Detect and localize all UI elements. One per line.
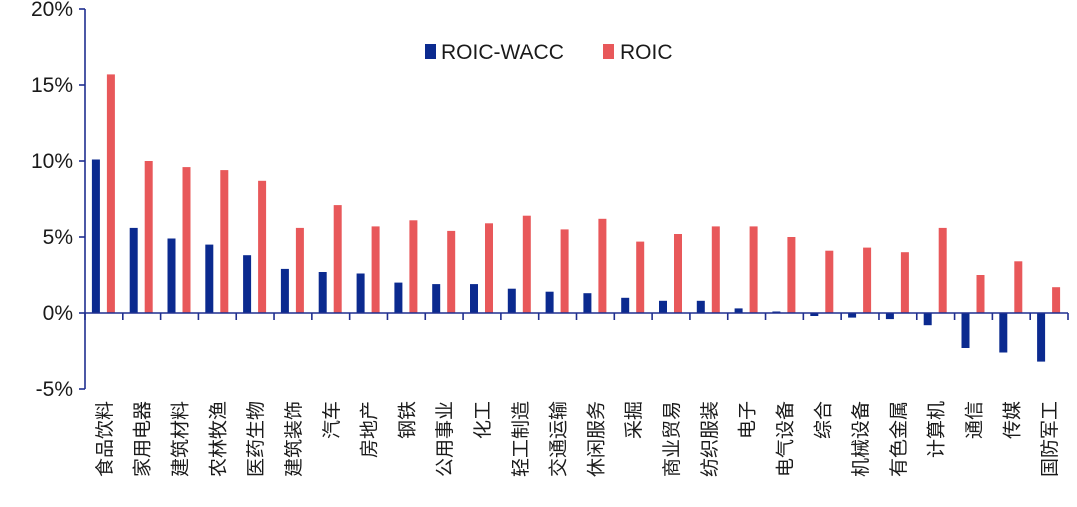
bar-roic-wacc <box>280 268 289 313</box>
bar-roic <box>295 227 304 313</box>
bar-roic-wacc <box>470 284 478 313</box>
bar-roic-wacc <box>696 300 705 313</box>
x-tick-label: 机械设备 <box>850 401 872 477</box>
y-tick-label: 10% <box>31 150 73 173</box>
bars <box>91 74 1061 362</box>
bar-roic <box>447 230 456 313</box>
bar-roic-wacc <box>205 244 214 313</box>
bar-roic <box>598 218 607 313</box>
bar-roic-wacc <box>583 293 592 313</box>
bar-roic <box>749 226 758 313</box>
x-tick-label: 综合 <box>812 401 834 439</box>
x-tick-label: 有色金属 <box>888 401 910 477</box>
x-tick-label: 建筑装饰 <box>283 401 305 477</box>
bar-roic <box>938 227 947 313</box>
bar-roic-wacc <box>1037 313 1046 362</box>
legend-label: ROIC-WACC <box>441 41 564 64</box>
bar-roic <box>1052 287 1061 313</box>
bar-roic <box>220 170 229 313</box>
x-tick-label: 建筑材料 <box>170 401 192 477</box>
x-tick-label: 汽车 <box>321 401 343 439</box>
x-tick-label: 纺织服装 <box>699 401 721 477</box>
bar-roic-wacc <box>621 297 630 313</box>
bar-roic-wacc <box>961 313 970 348</box>
y-axis: -5% 0% 5% 10% 15% 20% <box>31 0 86 401</box>
x-tick-label: 电气设备 <box>774 401 796 477</box>
bar-roic-wacc <box>394 282 403 313</box>
x-tick-label: 农林牧渔 <box>207 401 229 477</box>
bar-roic-wacc <box>507 288 516 313</box>
bar-roic-wacc <box>129 227 138 313</box>
bar-roic <box>976 275 985 313</box>
bar-roic-wacc <box>243 255 252 313</box>
legend: ROIC-WACC ROIC <box>425 41 673 64</box>
bar-roic <box>258 180 267 313</box>
x-axis: 食品饮料 家用电器 建筑材料 农林牧渔 医药生物 建筑装饰 汽车 房地产 钢铁 公用事业 化工 轻工制… <box>84 312 1069 477</box>
bar-roic-wacc <box>810 313 819 316</box>
x-tick-label: 休闲服务 <box>585 401 607 477</box>
bar-roic <box>900 252 909 313</box>
bar-roic-wacc <box>999 313 1008 353</box>
bar-roic-wacc <box>167 238 176 313</box>
x-tick-label: 国防军工 <box>1039 401 1061 477</box>
y-tick-label: -5% <box>36 378 73 401</box>
x-tick-label: 化工 <box>472 401 494 439</box>
bar-roic <box>371 226 380 313</box>
x-tick-label: 商业贸易 <box>661 401 683 477</box>
y-tick-label: 5% <box>43 226 73 249</box>
bar-roic <box>1014 261 1023 313</box>
bar-roic <box>485 223 493 313</box>
bar-roic-wacc <box>545 291 554 313</box>
bar-roic-wacc <box>923 313 932 326</box>
x-tick-label: 计算机 <box>926 401 948 458</box>
bar-roic <box>560 229 569 313</box>
bar-roic <box>409 220 418 313</box>
bar-roic-wacc <box>848 313 857 318</box>
bar-roic <box>333 205 342 313</box>
x-tick-label: 采掘 <box>623 401 645 439</box>
bar-roic <box>863 247 872 313</box>
legend-swatch <box>425 44 436 59</box>
bar-roic <box>787 237 796 313</box>
bar-roic-wacc <box>659 300 667 313</box>
bar-roic-wacc <box>356 273 365 313</box>
x-tick-label: 公用事业 <box>434 401 456 477</box>
y-tick-label: 15% <box>31 74 73 97</box>
bar-roic <box>522 215 531 313</box>
x-tick-label: 电子 <box>737 401 759 439</box>
legend-label: ROIC <box>620 41 673 64</box>
x-tick-label: 食品饮料 <box>94 401 116 477</box>
bar-roic <box>825 250 834 313</box>
x-tick-label: 轻工制造 <box>510 401 532 477</box>
bar-roic <box>182 167 191 313</box>
bar-roic <box>674 234 682 313</box>
x-tick-label: 医药生物 <box>245 401 267 477</box>
bar-roic <box>144 161 153 313</box>
bar-roic <box>711 226 720 313</box>
bar-roic-wacc <box>734 308 743 313</box>
bar-roic-wacc <box>91 159 100 313</box>
bar-roic <box>636 241 645 313</box>
legend-swatch <box>603 44 614 59</box>
bar-roic-wacc <box>885 313 894 320</box>
x-tick-label: 家用电器 <box>132 401 154 477</box>
y-tick-label: 0% <box>43 302 73 325</box>
y-tick-label: 20% <box>31 0 73 21</box>
bar-roic-wacc <box>432 284 441 313</box>
x-tick-label: 交通运输 <box>548 401 570 477</box>
x-tick-label: 传媒 <box>1001 401 1023 439</box>
bar-roic <box>106 74 115 314</box>
x-tick-label: 房地产 <box>359 401 381 458</box>
x-tick-label: 通信 <box>963 401 985 439</box>
x-tick-label: 钢铁 <box>396 401 418 439</box>
bar-roic-wacc <box>318 272 327 313</box>
